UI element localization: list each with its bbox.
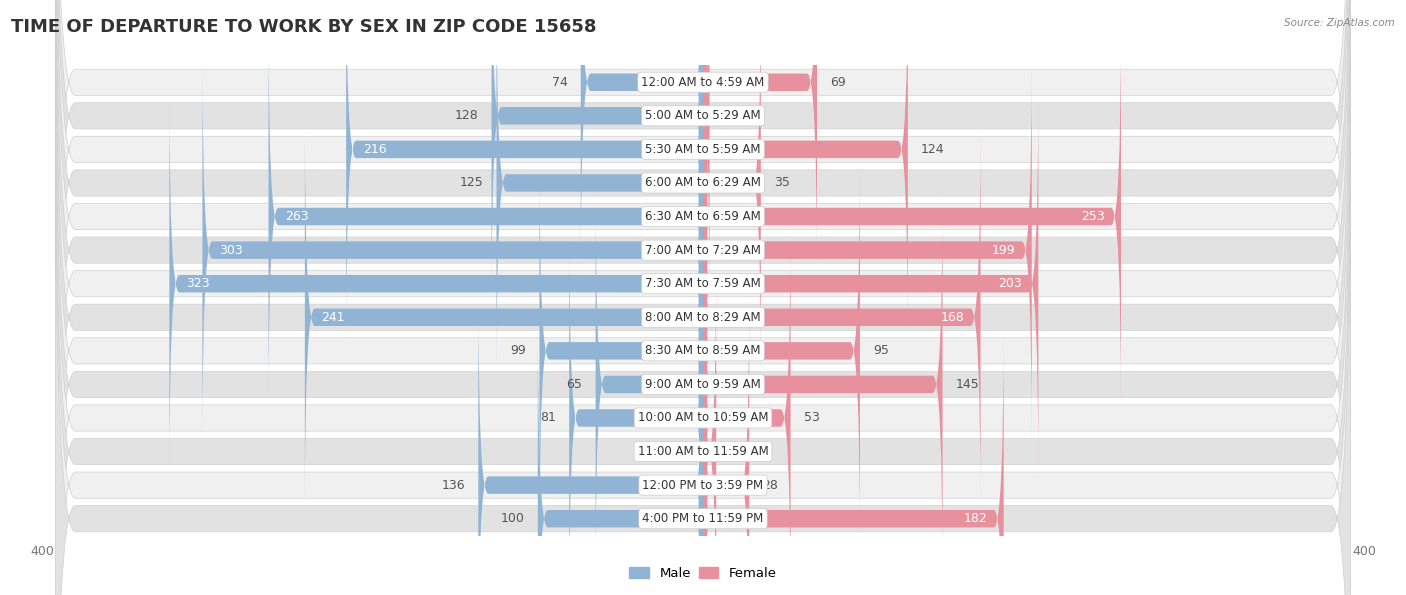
FancyBboxPatch shape — [703, 259, 716, 595]
FancyBboxPatch shape — [703, 226, 790, 595]
Text: 5:30 AM to 5:59 AM: 5:30 AM to 5:59 AM — [645, 143, 761, 156]
Text: 303: 303 — [219, 243, 243, 256]
Text: 216: 216 — [363, 143, 387, 156]
FancyBboxPatch shape — [596, 192, 703, 577]
Text: 4: 4 — [723, 109, 731, 123]
Text: 69: 69 — [830, 76, 846, 89]
Text: 12:00 PM to 3:59 PM: 12:00 PM to 3:59 PM — [643, 478, 763, 491]
Text: 65: 65 — [567, 378, 582, 391]
Legend: Male, Female: Male, Female — [624, 561, 782, 585]
FancyBboxPatch shape — [703, 0, 908, 342]
Text: 125: 125 — [460, 177, 484, 189]
FancyBboxPatch shape — [55, 95, 1351, 595]
Text: 6:00 AM to 6:29 AM: 6:00 AM to 6:29 AM — [645, 177, 761, 189]
Text: 10:00 AM to 10:59 AM: 10:00 AM to 10:59 AM — [638, 412, 768, 424]
Text: 8:30 AM to 8:59 AM: 8:30 AM to 8:59 AM — [645, 345, 761, 358]
Text: 263: 263 — [285, 210, 309, 223]
Text: 145: 145 — [956, 378, 980, 391]
FancyBboxPatch shape — [55, 0, 1351, 595]
FancyBboxPatch shape — [269, 24, 703, 409]
FancyBboxPatch shape — [703, 292, 749, 595]
FancyBboxPatch shape — [202, 57, 703, 443]
FancyBboxPatch shape — [55, 129, 1351, 595]
Text: 199: 199 — [991, 243, 1015, 256]
FancyBboxPatch shape — [581, 0, 703, 275]
Text: 28: 28 — [762, 478, 779, 491]
Text: 12:00 AM to 4:59 AM: 12:00 AM to 4:59 AM — [641, 76, 765, 89]
FancyBboxPatch shape — [569, 226, 703, 595]
FancyBboxPatch shape — [55, 0, 1351, 595]
Text: 0: 0 — [682, 445, 690, 458]
FancyBboxPatch shape — [703, 124, 980, 510]
FancyBboxPatch shape — [537, 326, 703, 595]
FancyBboxPatch shape — [703, 91, 1039, 477]
FancyBboxPatch shape — [55, 0, 1351, 472]
FancyBboxPatch shape — [55, 0, 1351, 539]
Text: 74: 74 — [551, 76, 568, 89]
FancyBboxPatch shape — [55, 0, 1351, 595]
Text: TIME OF DEPARTURE TO WORK BY SEX IN ZIP CODE 15658: TIME OF DEPARTURE TO WORK BY SEX IN ZIP … — [11, 18, 596, 36]
FancyBboxPatch shape — [55, 0, 1351, 506]
Text: 95: 95 — [873, 345, 889, 358]
Text: Source: ZipAtlas.com: Source: ZipAtlas.com — [1284, 18, 1395, 28]
Text: 9:00 AM to 9:59 AM: 9:00 AM to 9:59 AM — [645, 378, 761, 391]
Text: 35: 35 — [775, 177, 790, 189]
FancyBboxPatch shape — [703, 0, 761, 375]
FancyBboxPatch shape — [703, 326, 1004, 595]
Text: 8:00 AM to 8:29 AM: 8:00 AM to 8:29 AM — [645, 311, 761, 324]
FancyBboxPatch shape — [496, 0, 703, 375]
FancyBboxPatch shape — [55, 0, 1351, 595]
Text: 241: 241 — [322, 311, 344, 324]
Text: 136: 136 — [441, 478, 465, 491]
Text: 81: 81 — [540, 412, 555, 424]
Text: 99: 99 — [510, 345, 526, 358]
Text: 124: 124 — [921, 143, 945, 156]
Text: 11:00 AM to 11:59 AM: 11:00 AM to 11:59 AM — [638, 445, 768, 458]
Text: 323: 323 — [186, 277, 209, 290]
FancyBboxPatch shape — [540, 158, 703, 544]
Text: 253: 253 — [1081, 210, 1105, 223]
FancyBboxPatch shape — [346, 0, 703, 342]
Text: 168: 168 — [941, 311, 965, 324]
Text: 6:30 AM to 6:59 AM: 6:30 AM to 6:59 AM — [645, 210, 761, 223]
Text: 100: 100 — [501, 512, 524, 525]
FancyBboxPatch shape — [703, 0, 817, 275]
Text: 182: 182 — [963, 512, 987, 525]
FancyBboxPatch shape — [703, 57, 1032, 443]
Text: 7:00 AM to 7:29 AM: 7:00 AM to 7:29 AM — [645, 243, 761, 256]
FancyBboxPatch shape — [703, 24, 1121, 409]
Text: 53: 53 — [804, 412, 820, 424]
FancyBboxPatch shape — [55, 0, 1351, 595]
FancyBboxPatch shape — [55, 0, 1351, 595]
Text: 128: 128 — [454, 109, 478, 123]
FancyBboxPatch shape — [703, 158, 860, 544]
Text: 7:30 AM to 7:59 AM: 7:30 AM to 7:59 AM — [645, 277, 761, 290]
FancyBboxPatch shape — [703, 192, 942, 577]
Text: 4:00 PM to 11:59 PM: 4:00 PM to 11:59 PM — [643, 512, 763, 525]
Text: 203: 203 — [998, 277, 1022, 290]
FancyBboxPatch shape — [55, 0, 1351, 573]
FancyBboxPatch shape — [55, 28, 1351, 595]
FancyBboxPatch shape — [700, 0, 713, 309]
FancyBboxPatch shape — [492, 0, 703, 309]
Text: 8: 8 — [730, 445, 737, 458]
FancyBboxPatch shape — [478, 292, 703, 595]
FancyBboxPatch shape — [55, 62, 1351, 595]
FancyBboxPatch shape — [169, 91, 703, 477]
FancyBboxPatch shape — [305, 124, 703, 510]
Text: 5:00 AM to 5:29 AM: 5:00 AM to 5:29 AM — [645, 109, 761, 123]
